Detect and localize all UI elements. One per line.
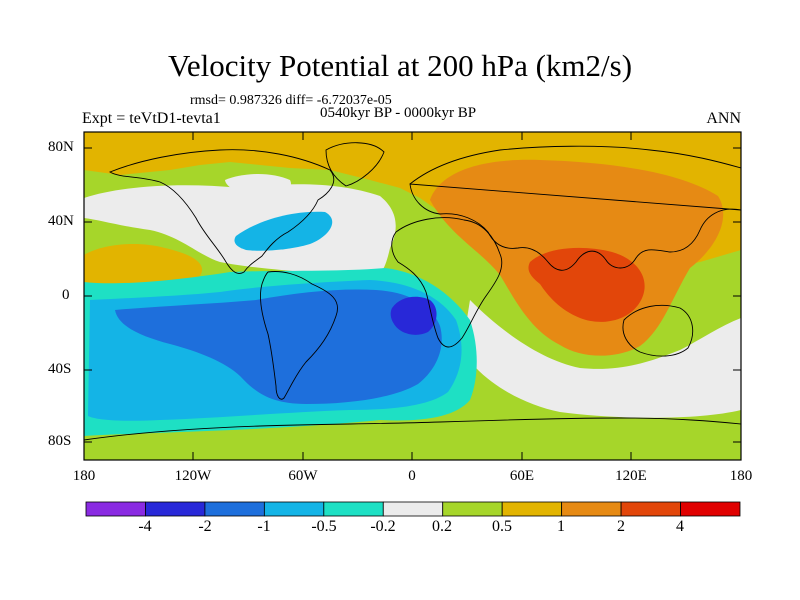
- coast-australia: [622, 304, 694, 357]
- coast-africa: [391, 217, 503, 348]
- colorbar-swatch: [620, 501, 681, 517]
- colorbar-swatch: [501, 501, 563, 517]
- colorbar-label: -0.2: [370, 518, 396, 535]
- colorbar-label: 0.5: [492, 518, 512, 535]
- colorbar-label: -4: [138, 518, 152, 535]
- colorbar-label: -0.5: [311, 518, 337, 535]
- chart-title: Velocity Potential at 200 hPa (km2/s): [167, 48, 633, 83]
- coast-north-america: [108, 149, 335, 274]
- coast-south-america: [259, 271, 338, 400]
- colorbar-swatch: [85, 501, 146, 517]
- coast-eurasia: [409, 145, 741, 271]
- colorbar-label: -1: [257, 518, 271, 535]
- lat-tick-label: 0: [62, 287, 70, 303]
- colorbar-label: 1: [557, 518, 565, 535]
- stats-line: rmsd= 0.987326 diff= -6.72037e-05: [190, 93, 392, 108]
- colorbar-swatch: [145, 501, 206, 517]
- lat-tick-label: 40N: [48, 213, 74, 229]
- band-neg-0.5-1-north: [234, 211, 333, 251]
- lon-tick-label: 60E: [509, 468, 535, 484]
- colorbar-swatch: [561, 501, 622, 517]
- lon-tick-label: 180: [72, 468, 96, 484]
- coast-antarctica: [84, 417, 741, 441]
- lon-tick-label: 120E: [615, 468, 647, 484]
- lat-tick-label: 80S: [48, 433, 72, 449]
- colorbar-swatch: [323, 501, 384, 517]
- band-neg-2-4: [390, 296, 437, 335]
- period-line: 0540kyr BP - 0000kyr BP: [320, 105, 477, 121]
- band-neutral-greenland: [225, 174, 291, 197]
- tick-marks: [84, 132, 741, 460]
- colorbar-label: 2: [617, 518, 625, 535]
- colorbar-swatch: [382, 501, 444, 517]
- band-2-4: [528, 247, 645, 322]
- lat-tick-label: 40S: [48, 361, 72, 377]
- colorbar-label: 4: [676, 518, 684, 535]
- colorbar: [85, 501, 741, 517]
- lat-tick-label: 80N: [48, 139, 74, 155]
- lon-tick-label: 180: [729, 468, 753, 484]
- season-label: ANN: [706, 110, 741, 127]
- colorbar-label: 0.2: [432, 518, 452, 535]
- colorbar-swatch: [442, 501, 503, 517]
- coastlines: [84, 142, 741, 441]
- colorbar-swatch: [263, 501, 325, 517]
- colorbar-swatch: [204, 501, 265, 517]
- lon-tick-label: 120W: [174, 468, 212, 484]
- experiment-label: Expt = teVtD1-tevta1: [82, 110, 221, 127]
- band-0.5-1-pacific: [84, 244, 203, 289]
- colorbar-swatch: [680, 501, 741, 517]
- lon-tick-label: 0: [408, 468, 416, 484]
- band-neutral-southern: [462, 300, 741, 418]
- lon-tick-label: 60W: [288, 468, 318, 484]
- colorbar-label: -2: [198, 518, 212, 535]
- coast-greenland: [325, 142, 385, 187]
- contour-field: [84, 132, 741, 460]
- band-neutral-atlantic: [84, 184, 396, 279]
- band-neg-1-2: [115, 289, 442, 404]
